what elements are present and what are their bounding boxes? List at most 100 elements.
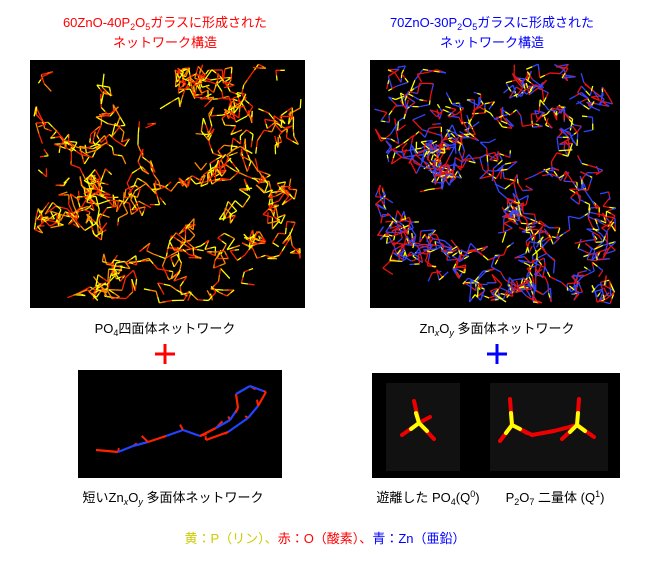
bond — [406, 251, 412, 257]
bond — [64, 146, 69, 150]
bond — [492, 178, 496, 183]
bond — [256, 135, 262, 141]
bond — [204, 247, 211, 251]
bond — [438, 239, 445, 242]
bond — [161, 260, 166, 267]
bond — [195, 177, 200, 181]
bond — [248, 267, 254, 271]
bond — [459, 254, 465, 257]
bond — [525, 236, 531, 242]
bond — [209, 111, 213, 117]
bond — [71, 215, 78, 220]
bond — [81, 147, 86, 150]
bond — [248, 103, 254, 108]
bond — [222, 293, 228, 297]
bond — [490, 151, 495, 155]
bond — [428, 100, 431, 105]
bond — [598, 273, 602, 278]
bond — [497, 283, 503, 290]
bond — [436, 269, 439, 276]
bond — [161, 265, 165, 270]
bond — [47, 71, 54, 75]
bond — [532, 79, 539, 85]
bond — [542, 79, 548, 85]
bond — [532, 282, 536, 290]
bond — [182, 77, 189, 82]
bond — [229, 250, 235, 256]
bond — [242, 201, 247, 208]
bond — [102, 73, 105, 81]
bond — [98, 201, 105, 205]
bond — [220, 232, 225, 237]
bond — [608, 191, 610, 196]
bond — [201, 85, 206, 88]
bond — [476, 275, 482, 282]
bond — [573, 296, 577, 301]
bond — [528, 276, 533, 284]
bond — [464, 129, 469, 134]
bond — [501, 236, 505, 243]
bond — [517, 277, 524, 281]
bond — [403, 113, 406, 120]
bond — [89, 199, 93, 206]
bond — [573, 289, 580, 295]
bond — [179, 286, 182, 291]
bond — [495, 117, 500, 121]
bond — [402, 152, 405, 157]
bond — [60, 215, 64, 221]
bond — [611, 207, 617, 211]
bond — [431, 159, 437, 163]
bond — [374, 199, 381, 206]
bond — [436, 176, 440, 181]
bond — [374, 128, 379, 134]
bond — [560, 106, 566, 112]
bond — [155, 291, 159, 298]
bond — [281, 110, 288, 116]
bond — [120, 274, 126, 278]
bond — [133, 181, 137, 186]
bond — [464, 264, 467, 270]
bond — [194, 162, 199, 167]
bond — [550, 239, 554, 245]
bond — [273, 115, 276, 121]
bond — [439, 107, 443, 112]
bond — [413, 86, 418, 90]
bond — [385, 233, 390, 236]
bond — [532, 298, 538, 302]
bond — [396, 210, 402, 216]
bond — [387, 158, 390, 163]
bond — [80, 153, 87, 157]
bond — [39, 213, 43, 219]
bond — [593, 166, 599, 170]
bond — [176, 253, 180, 259]
bond — [509, 111, 514, 116]
bond — [496, 278, 503, 285]
bond — [35, 212, 38, 217]
text: 2 — [457, 22, 463, 32]
bond — [276, 182, 282, 185]
bond — [452, 162, 455, 169]
bond — [226, 155, 230, 162]
text: 2 — [514, 497, 520, 507]
bond — [552, 266, 555, 274]
bond — [494, 181, 498, 188]
bond — [229, 84, 235, 88]
bond — [106, 91, 112, 97]
bond — [374, 190, 379, 197]
bond — [597, 265, 604, 272]
bond — [579, 214, 586, 220]
bond — [595, 256, 598, 261]
bond — [236, 129, 243, 133]
bond — [265, 254, 272, 258]
bond — [394, 247, 397, 253]
bond — [445, 253, 451, 259]
bond — [531, 220, 537, 224]
bond — [585, 242, 591, 248]
bond — [596, 288, 603, 292]
bond — [254, 252, 258, 259]
text: x — [123, 497, 129, 507]
bond — [49, 205, 56, 211]
bond — [137, 177, 143, 182]
bond — [540, 238, 546, 243]
bond — [395, 97, 400, 101]
